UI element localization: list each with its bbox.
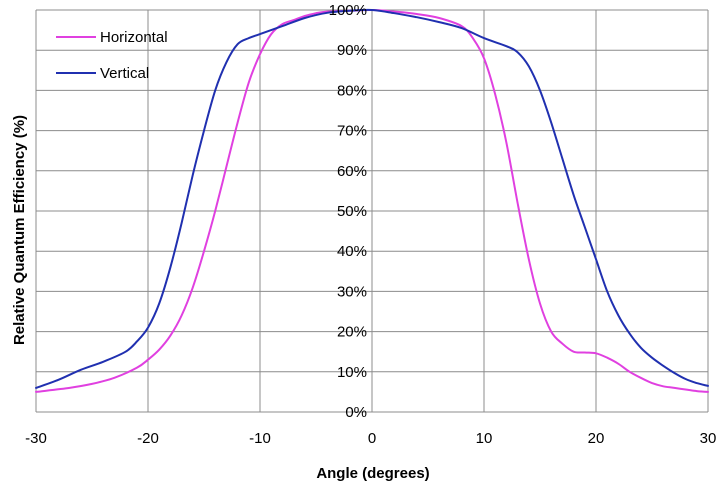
y-tick-label-1: 10% bbox=[337, 364, 367, 381]
x-tick-label-0: -30 bbox=[25, 430, 47, 447]
y-tick-label-4: 40% bbox=[337, 243, 367, 260]
x-axis-title: Angle (degrees) bbox=[316, 465, 429, 482]
legend-label-horizontal: Horizontal bbox=[100, 29, 168, 46]
x-tick-label-1: -20 bbox=[137, 430, 159, 447]
y-tick-label-5: 50% bbox=[337, 203, 367, 220]
x-tick-labels: -30 -20 -10 0 10 20 30 bbox=[25, 430, 716, 447]
x-tick-label-5: 20 bbox=[588, 430, 605, 447]
x-tick-label-4: 10 bbox=[476, 430, 493, 447]
series-line-horizontal bbox=[35, 8, 709, 393]
y-tick-labels: 0% 10% 20% 30% 40% 50% 60% 70% 80% 90% 100% bbox=[329, 2, 367, 421]
gridlines bbox=[35, 9, 709, 413]
y-tick-label-9: 90% bbox=[337, 42, 367, 59]
y-tick-label-0: 0% bbox=[345, 404, 367, 421]
y-tick-label-2: 20% bbox=[337, 324, 367, 341]
x-tick-label-6: 30 bbox=[700, 430, 717, 447]
series-lines bbox=[35, 8, 709, 393]
y-axis-title: Relative Quantum Efficiency (%) bbox=[11, 115, 28, 345]
y-tick-label-3: 30% bbox=[337, 283, 367, 300]
y-tick-label-10: 100% bbox=[329, 2, 367, 19]
y-tick-label-8: 80% bbox=[337, 82, 367, 99]
legend: Horizontal Vertical bbox=[56, 29, 168, 82]
x-tick-label-2: -10 bbox=[249, 430, 271, 447]
x-tick-label-3: 0 bbox=[368, 430, 376, 447]
series-line-vertical bbox=[35, 8, 709, 389]
legend-label-vertical: Vertical bbox=[100, 65, 149, 82]
y-tick-label-6: 60% bbox=[337, 163, 367, 180]
y-tick-label-7: 70% bbox=[337, 123, 367, 140]
